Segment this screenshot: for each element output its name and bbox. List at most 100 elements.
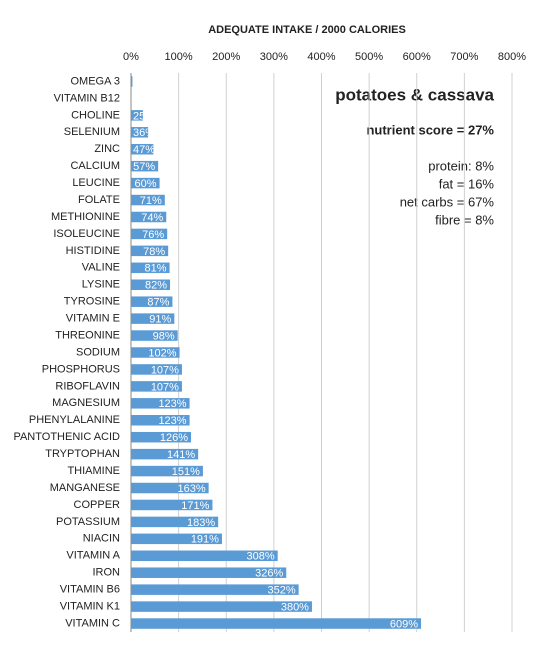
annotation: nutrient score = 27% <box>366 122 494 137</box>
y-tick-label: TYROSINE <box>64 296 120 308</box>
y-tick-label: SELENIUM <box>64 126 120 138</box>
data-label: 183% <box>187 517 215 529</box>
bar <box>131 448 199 460</box>
y-tick-label: OMEGA 3 <box>70 75 120 87</box>
data-label: 123% <box>158 398 186 410</box>
data-label: 60% <box>135 178 157 190</box>
data-label: 141% <box>167 449 195 461</box>
bar <box>131 296 173 307</box>
y-tick-label: THREONINE <box>55 329 120 341</box>
data-label: 91% <box>149 314 171 326</box>
data-label: 107% <box>151 381 179 393</box>
y-tick-label: METHIONINE <box>51 211 120 223</box>
data-label: 191% <box>191 534 219 546</box>
bar <box>131 398 190 409</box>
bar <box>131 313 175 324</box>
annotation: net carbs = 67% <box>400 194 495 209</box>
bar <box>131 499 213 511</box>
data-label: 57% <box>133 161 155 173</box>
x-tick-label: 400% <box>307 51 335 63</box>
data-label: 102% <box>148 347 176 359</box>
bar <box>131 143 154 155</box>
data-label: 36% <box>133 127 155 139</box>
y-tick-label: PHOSPHORUS <box>42 363 120 375</box>
x-tick-label: 0% <box>123 51 139 63</box>
y-tick-label: SODIUM <box>76 346 120 358</box>
data-label: 25% <box>133 110 155 122</box>
data-label: 609% <box>390 618 418 630</box>
y-tick-label: VITAMIN B12 <box>54 92 120 104</box>
data-label: 163% <box>177 483 205 495</box>
y-tick-label: VITAMIN K1 <box>60 600 120 612</box>
data-label: 74% <box>141 212 163 224</box>
bar <box>131 228 168 240</box>
data-label: 380% <box>281 601 309 613</box>
bar <box>131 381 182 392</box>
y-tick-label: PHENYLALANINE <box>29 414 120 426</box>
x-tick-label: 300% <box>260 51 288 63</box>
bar <box>131 584 299 595</box>
data-label: 82% <box>145 280 167 292</box>
y-tick-label: ZINC <box>94 143 120 155</box>
bar <box>131 550 278 562</box>
bar <box>131 431 192 443</box>
y-tick-label: NIACIN <box>83 533 120 545</box>
y-tick-label: TRYPTOPHAN <box>45 448 120 460</box>
y-tick-label: POTASSIUM <box>56 516 120 528</box>
data-label: 47% <box>133 144 155 156</box>
bar <box>131 245 169 257</box>
data-label: 151% <box>172 466 200 478</box>
y-tick-label: RIBOFLAVIN <box>55 380 120 392</box>
data-label: 126% <box>160 432 188 444</box>
bar <box>131 618 422 629</box>
data-label: 326% <box>255 568 283 580</box>
bar <box>131 279 171 290</box>
annotation: protein: 8% <box>428 158 494 173</box>
data-label: 308% <box>247 551 275 563</box>
bar <box>131 194 165 206</box>
chart-title: ADEQUATE INTAKE / 2000 CALORIES <box>208 24 406 36</box>
x-tick-label: 100% <box>165 51 193 63</box>
bar <box>131 211 167 223</box>
bar <box>131 110 143 121</box>
data-label: 78% <box>143 246 165 258</box>
y-tick-label: LYSINE <box>82 279 120 291</box>
bar <box>131 533 222 545</box>
y-tick-label: VITAMIN A <box>66 550 120 562</box>
x-tick-label: 500% <box>355 51 383 63</box>
bar <box>131 516 219 528</box>
bar <box>131 567 287 578</box>
bar <box>131 262 170 274</box>
bar <box>131 177 160 189</box>
y-tick-label: THIAMINE <box>67 465 120 477</box>
x-tick-label: 200% <box>212 51 240 63</box>
y-tick-label: HISTIDINE <box>66 245 120 257</box>
x-tick-label: 600% <box>403 51 431 63</box>
bar <box>131 601 312 612</box>
x-tick-label: 700% <box>450 51 478 63</box>
x-tick-label: 800% <box>498 51 526 63</box>
data-label: 81% <box>145 263 167 275</box>
bar <box>131 127 149 138</box>
bar <box>131 465 203 477</box>
bar <box>131 160 159 172</box>
y-tick-label: VALINE <box>82 262 120 274</box>
y-tick-label: VITAMIN C <box>65 617 120 629</box>
y-tick-label: PANTOTHENIC ACID <box>13 431 120 443</box>
y-tick-label: ISOLEUCINE <box>53 228 120 240</box>
y-tick-label: CHOLINE <box>71 109 120 121</box>
y-tick-label: VITAMIN E <box>66 313 120 325</box>
bar <box>131 76 133 87</box>
annotation: potatoes & cassava <box>335 85 494 104</box>
bar <box>131 347 180 358</box>
bar <box>131 415 190 426</box>
y-tick-label: VITAMIN B6 <box>60 584 120 596</box>
data-label: 87% <box>147 297 169 309</box>
y-tick-label: MAGNESIUM <box>52 397 120 409</box>
y-tick-label: MANGANESE <box>50 482 120 494</box>
data-label: 98% <box>153 330 175 342</box>
bar <box>131 330 178 341</box>
data-label: 171% <box>181 500 209 512</box>
data-label: 123% <box>158 415 186 427</box>
y-tick-label: LEUCINE <box>72 177 120 189</box>
